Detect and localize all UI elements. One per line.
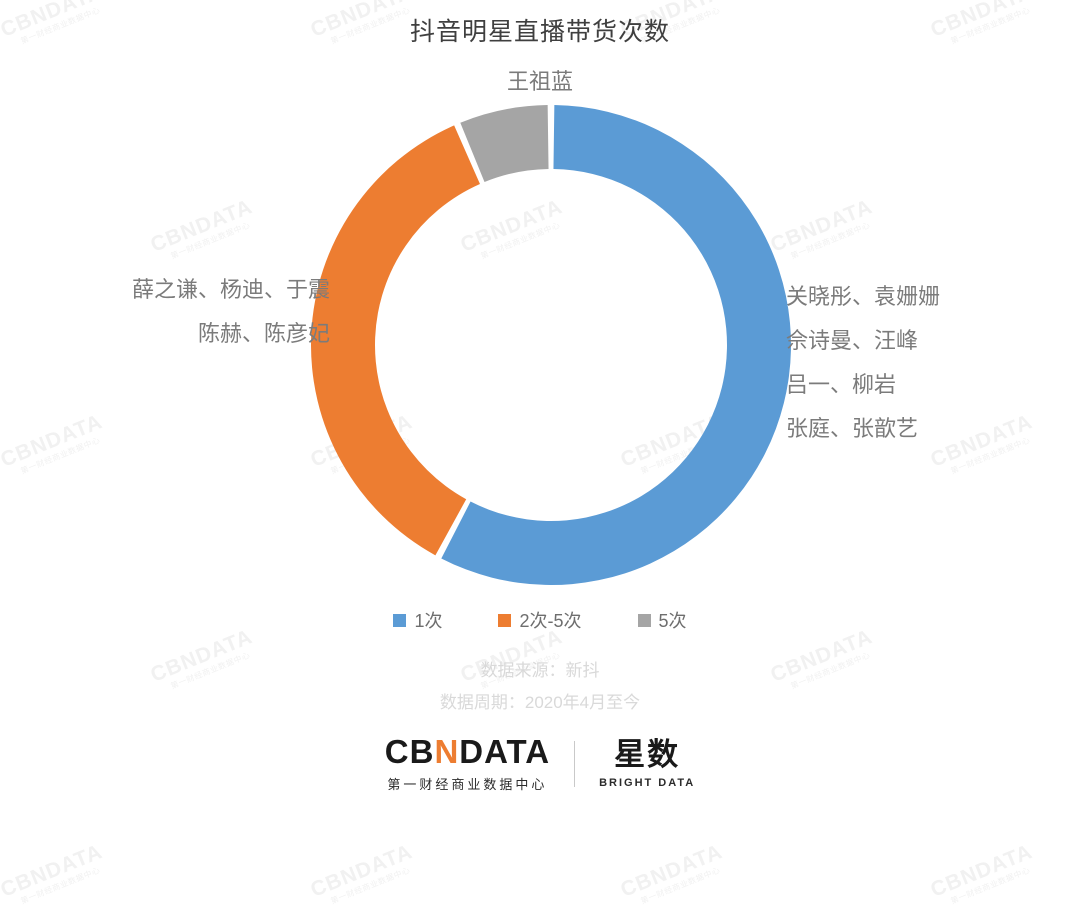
chart-footnotes: 数据来源：新抖 数据周期：2020年4月至今: [0, 655, 1080, 719]
pie-slice-1ci[interactable]: [441, 105, 791, 585]
legend-swatch-icon-1ci: [393, 613, 407, 627]
watermark-sub-text: 第一财经商业数据中心: [329, 865, 412, 906]
annotation-gray-segment: 王祖蓝: [506, 69, 573, 94]
legend-label-1ci: 1次: [414, 611, 443, 631]
watermark-sub-text: 第一财经商业数据中心: [639, 865, 722, 906]
watermark-main-text: CBNDATA: [307, 840, 416, 902]
watermark-main-text: CBNDATA: [0, 410, 106, 472]
watermark-main-text: CBNDATA: [617, 840, 726, 902]
watermark-main-text: CBNDATA: [0, 840, 106, 902]
brightdata-logo: 星数 BRIGHT DATA: [599, 736, 696, 790]
watermark-sub-text: 第一财经商业数据中心: [19, 865, 102, 906]
cbndata-wordmark: CBNDATA: [384, 733, 551, 770]
legend-label-2ci-5ci: 2次-5次: [519, 611, 582, 631]
logo-bar: CBNDATA 第一财经商业数据中心 星数 BRIGHT DATA: [0, 733, 1080, 793]
watermark-sub-text: 第一财经商业数据中心: [169, 220, 252, 261]
annotation-orange-line-2: 陈赫、陈彦妃: [197, 321, 330, 346]
cbndata-tagline: 第一财经商业数据中心: [387, 776, 548, 792]
donut-svg: [311, 105, 791, 585]
donut-chart: [311, 105, 791, 585]
legend-item-2ci-5ci[interactable]: 2次-5次: [498, 607, 582, 633]
cbndata-wordmark-suffix: DATA: [459, 733, 551, 770]
annotation-blue-line-3: 吕一、柳岩: [786, 372, 897, 397]
cbndata-logo: CBNDATA 第一财经商业数据中心: [384, 733, 551, 793]
chart-legend: 1次 2次-5次 5次: [0, 607, 1080, 633]
chart-title: 抖音明星直播带货次数: [409, 18, 670, 46]
brightdata-wordmark-cn: 星数: [614, 736, 681, 772]
logo-divider: [574, 740, 576, 787]
pie-slice-5ci[interactable]: [460, 105, 549, 183]
watermark-sub-text: 第一财经商业数据中心: [19, 435, 102, 476]
watermark-main-text: CBNDATA: [927, 840, 1036, 902]
legend-item-5ci[interactable]: 5次: [637, 607, 687, 633]
annotation-orange-line-1: 薛之谦、杨迪、于震: [131, 277, 330, 302]
legend-swatch-icon-5ci: [637, 613, 651, 627]
legend-label-5ci: 5次: [658, 611, 687, 631]
legend-swatch-icon-2ci-5ci: [498, 613, 512, 627]
cbndata-wordmark-prefix: CB: [384, 733, 435, 770]
watermark-main-text: CBNDATA: [147, 195, 256, 257]
watermark-sub-text: 第一财经商业数据中心: [949, 865, 1032, 906]
footnote-period: 数据周期：2020年4月至今: [439, 693, 641, 712]
annotation-blue-line-1: 关晓彤、袁姗姗: [786, 284, 941, 309]
annotation-blue-segment: 关晓彤、袁姗姗 佘诗曼、汪峰 吕一、柳岩 张庭、张歆艺: [786, 275, 1046, 451]
footnote-source: 数据来源：新抖: [480, 661, 600, 680]
cbndata-wordmark-accent: N: [434, 733, 460, 770]
pie-slice-2ci-5ci[interactable]: [311, 125, 480, 556]
annotation-blue-line-4: 张庭、张歆艺: [786, 416, 919, 441]
watermark-sub-text: 第一财经商业数据中心: [789, 220, 872, 261]
legend-item-1ci[interactable]: 1次: [393, 607, 442, 633]
brightdata-wordmark-en: BRIGHT DATA: [599, 777, 696, 790]
annotation-orange-segment: 薛之谦、杨迪、于震 陈赫、陈彦妃: [0, 268, 330, 356]
annotation-blue-line-2: 佘诗曼、汪峰: [786, 328, 919, 353]
